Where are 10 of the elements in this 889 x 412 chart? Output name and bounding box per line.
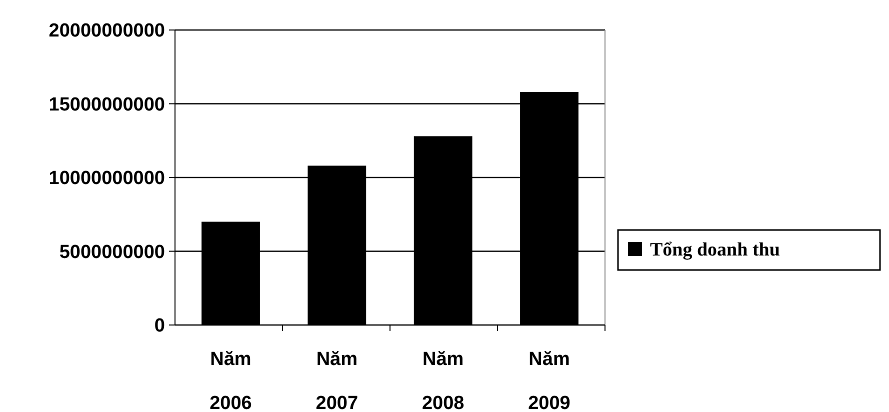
category-label: Năm 2008 <box>422 349 464 412</box>
y-tick-label: 0 <box>154 316 165 337</box>
legend-label: Tổng doanh thu <box>650 240 780 261</box>
y-tick-label: 5000000000 <box>59 242 165 263</box>
category-label: Năm 2009 <box>528 349 570 412</box>
y-tick-label: 10000000000 <box>48 168 165 190</box>
y-tick-label: 20000000000 <box>48 20 165 42</box>
category-label: Năm 2006 <box>210 349 252 412</box>
y-tick-label: 15000000000 <box>48 94 165 116</box>
category-label: Năm 2007 <box>316 349 358 412</box>
